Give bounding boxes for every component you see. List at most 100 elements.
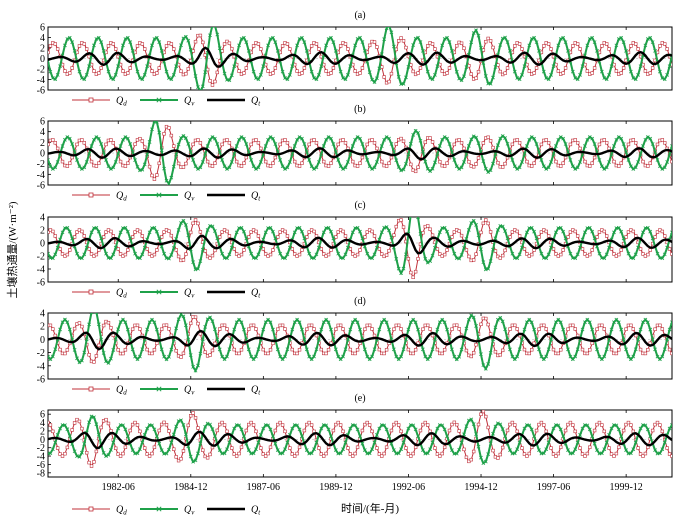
series-Qd-point	[372, 40, 377, 44]
series-Qv-point	[483, 459, 488, 464]
series-Qd-point	[297, 252, 302, 257]
series-Qd-point	[401, 39, 406, 43]
series-Qv-point	[138, 76, 142, 80]
series-Qd-point	[205, 456, 210, 460]
series-Qv-point	[391, 149, 396, 154]
series-Qv-point	[616, 225, 621, 230]
series-Qd-point	[479, 412, 483, 416]
series-Qv-point	[495, 228, 500, 232]
series-Qv-point	[55, 73, 60, 77]
series-Qv-point	[234, 144, 239, 148]
series-Qv-point	[418, 337, 423, 342]
series-Qd-point	[597, 230, 602, 234]
series-Qv-point	[421, 48, 425, 53]
series-Qd-point	[353, 351, 357, 356]
series-Qd-point	[84, 451, 89, 455]
series-Qd-point	[152, 252, 157, 257]
series-Qv-point	[154, 327, 159, 332]
series-Qd-point	[244, 66, 249, 70]
series-Qd-point	[658, 323, 662, 328]
series-Qv-point	[181, 218, 186, 223]
series-Qd-point	[411, 69, 415, 74]
series-Qv-point	[96, 432, 101, 437]
series-Qv-point	[575, 77, 580, 82]
series-Qv-point	[558, 320, 563, 325]
series-Qd-point	[510, 230, 515, 234]
series-Qd-point	[222, 42, 227, 46]
series-Qv-point	[300, 327, 304, 332]
series-Qd-point	[559, 348, 563, 352]
series-Qv-point	[481, 363, 486, 368]
series-Qv-point	[544, 256, 549, 261]
series-Qd-point	[423, 420, 428, 425]
series-Qv-point	[609, 64, 614, 69]
series-Qv-point	[174, 326, 179, 331]
series-Qv-point	[428, 447, 433, 452]
series-Qd-point	[595, 327, 599, 331]
series-Qd-point	[457, 429, 461, 433]
series-Qd-point	[121, 69, 125, 73]
series-Qv-point	[517, 77, 522, 82]
y-tick-label: 0	[40, 239, 45, 250]
series-Qv-point	[520, 73, 524, 77]
series-Qv-point	[566, 48, 570, 53]
series-Qv-point	[60, 144, 65, 148]
series-Qv-point	[106, 452, 111, 457]
series-Qv-point	[171, 246, 176, 250]
series-Qv-point	[275, 149, 280, 154]
series-Qv-point	[662, 440, 667, 445]
series-Qv-point	[590, 136, 595, 141]
series-Qv-point	[227, 78, 232, 83]
series-Qd-point	[283, 429, 287, 434]
series-Qd-point	[619, 71, 623, 75]
series-Qd-point	[150, 351, 154, 356]
series-Qv-point	[450, 149, 454, 154]
panel-title: (e)	[354, 393, 365, 404]
series-Qd-point	[121, 351, 125, 356]
series-Qd-point	[215, 70, 220, 75]
series-Qv-point	[215, 142, 220, 146]
series-Qv-point	[271, 327, 275, 332]
series-Qv-point	[459, 78, 464, 83]
legend-marker	[156, 289, 162, 295]
series-Qd-point	[254, 429, 258, 434]
series-Qv-point	[387, 327, 391, 332]
series-Qv-point	[573, 447, 578, 452]
y-tick-label: -6	[37, 181, 45, 192]
series-Qv-point	[549, 245, 553, 250]
series-Qd-point	[309, 323, 314, 328]
series-Qd-point	[621, 66, 626, 70]
series-Qd-point	[382, 351, 386, 356]
series-Qv-point	[665, 337, 670, 342]
series-Qd-point	[138, 229, 142, 234]
series-Qd-point	[191, 142, 195, 147]
series-Qv-point	[181, 36, 186, 41]
series-Qv-point	[546, 77, 551, 82]
series-Qv-point	[573, 256, 578, 261]
series-Qv-point	[614, 43, 619, 48]
series-Qv-point	[152, 37, 157, 41]
series-Qd-point	[387, 249, 391, 253]
series-Qv-point	[469, 417, 474, 422]
series-Qd-point	[292, 159, 297, 164]
series-Qv-point	[648, 229, 653, 234]
series-Qv-point	[171, 73, 176, 77]
series-Qv-point	[304, 149, 309, 154]
series-Qv-point	[200, 160, 205, 164]
series-Qv-point	[317, 160, 321, 164]
series-Qv-point	[626, 158, 631, 162]
series-Qv-point	[445, 434, 449, 438]
series-Qv-point	[72, 449, 77, 454]
series-Qv-point	[200, 84, 205, 89]
series-Qd-point	[317, 446, 321, 450]
series-Qd-point	[474, 76, 478, 80]
series-Qd-point	[401, 225, 406, 229]
series-Qv-point	[48, 251, 50, 256]
series-Qv-point	[258, 160, 263, 164]
series-Qv-point	[537, 149, 541, 154]
series-Qv-point	[275, 448, 280, 452]
series-Qd-point	[411, 451, 415, 456]
series-Qv-point	[491, 161, 495, 166]
series-Qd-point	[365, 420, 369, 425]
series-Qv-point	[123, 427, 128, 432]
